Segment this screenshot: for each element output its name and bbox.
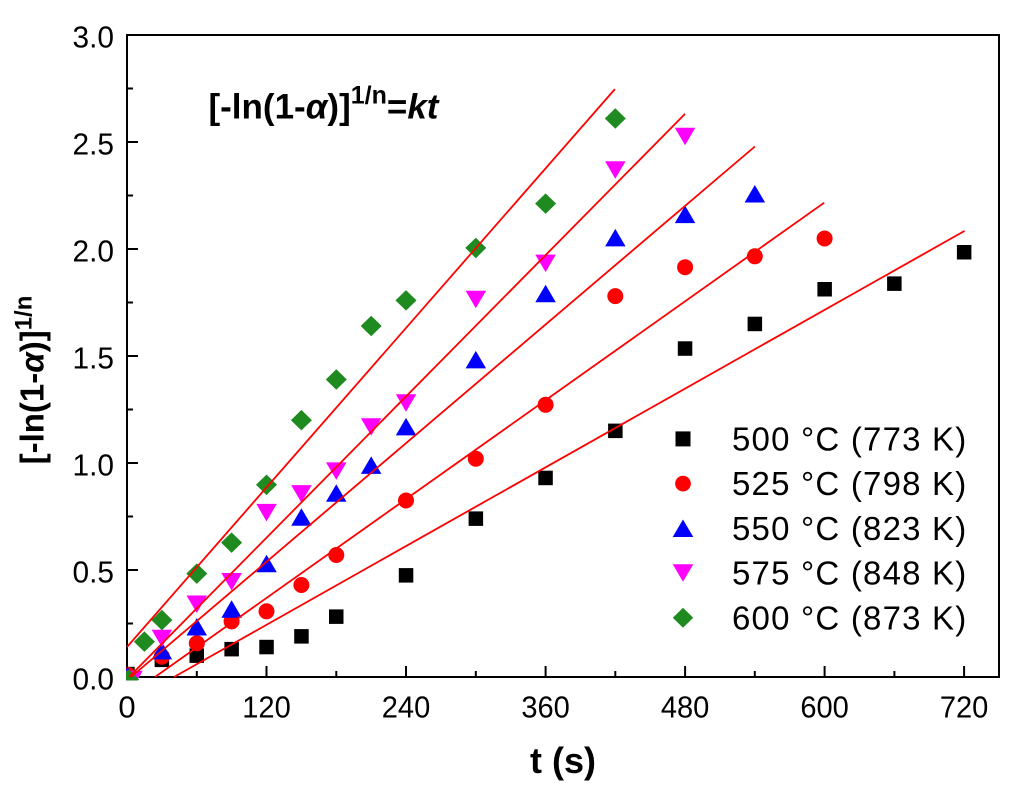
svg-text:t (s): t (s): [530, 740, 596, 781]
svg-text:120: 120: [242, 690, 291, 725]
svg-text:525 °C (798 K): 525 °C (798 K): [732, 465, 967, 502]
svg-text:2.0: 2.0: [73, 233, 115, 268]
svg-text:720: 720: [940, 690, 989, 725]
svg-text:[-ln(1-α)]1/n=kt: [-ln(1-α)]1/n=kt: [209, 82, 440, 127]
svg-text:0.5: 0.5: [73, 554, 115, 589]
svg-text:360: 360: [521, 690, 570, 725]
svg-text:600: 600: [800, 690, 849, 725]
svg-text:1.5: 1.5: [73, 340, 115, 375]
svg-text:0.0: 0.0: [73, 661, 115, 696]
svg-text:500 °C (773 K): 500 °C (773 K): [732, 421, 967, 458]
svg-text:240: 240: [382, 690, 431, 725]
svg-text:2.5: 2.5: [73, 126, 115, 161]
svg-text:575 °C (848 K): 575 °C (848 K): [732, 555, 967, 592]
svg-text:3.0: 3.0: [73, 19, 115, 54]
svg-text:550 °C (823 K): 550 °C (823 K): [732, 510, 967, 547]
svg-text:600 °C (873 K): 600 °C (873 K): [732, 599, 967, 636]
svg-text:480: 480: [661, 690, 710, 725]
svg-text:1.0: 1.0: [73, 447, 115, 482]
svg-text:0: 0: [118, 690, 135, 725]
